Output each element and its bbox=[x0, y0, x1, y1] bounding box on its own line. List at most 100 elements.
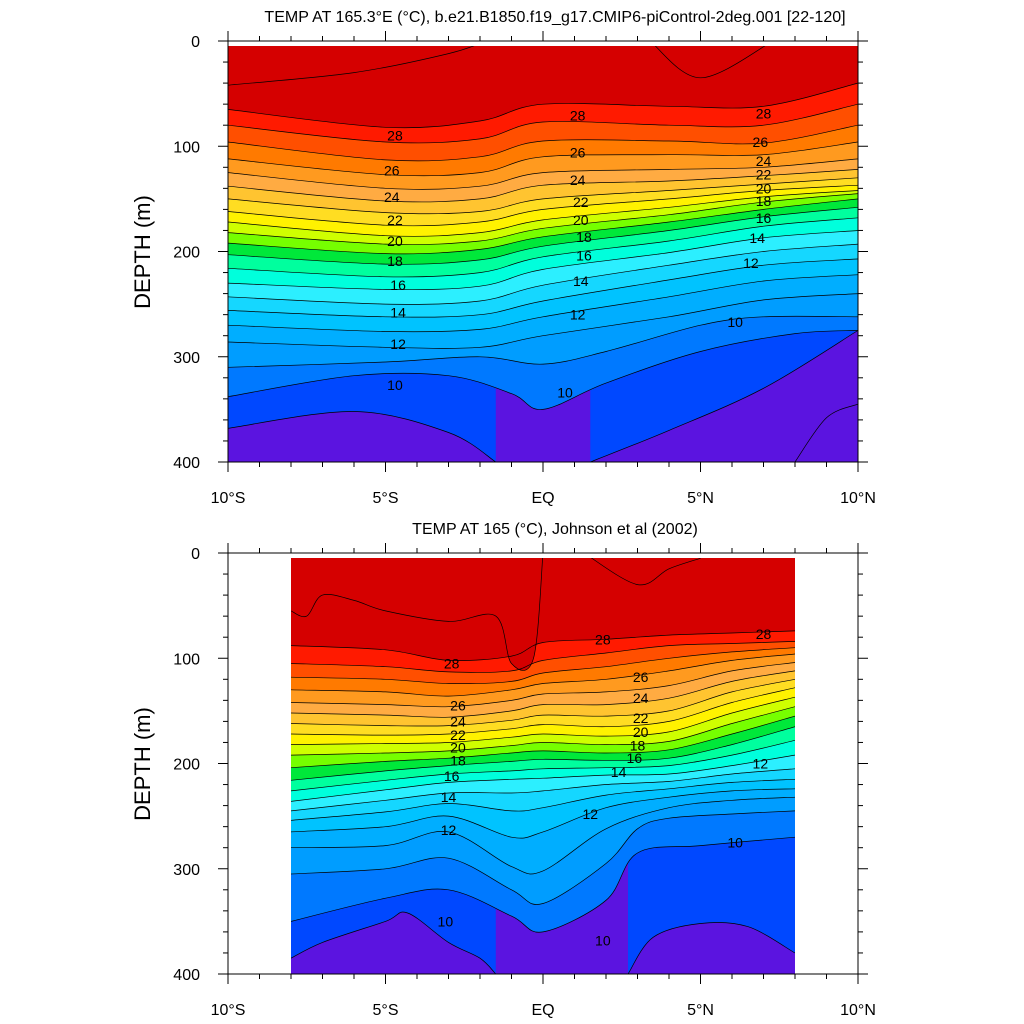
contour-label: 14 bbox=[573, 273, 589, 289]
isotherm-10 bbox=[291, 836, 795, 933]
contour-label: 12 bbox=[753, 756, 769, 772]
chart-title: TEMP AT 165 (°C), Johnson et al (2002) bbox=[412, 521, 698, 538]
x-tick-label: 5°N bbox=[687, 490, 714, 507]
contour-label: 26 bbox=[633, 669, 649, 685]
contour-label: 10 bbox=[727, 834, 743, 850]
isotherm-11 bbox=[291, 810, 795, 905]
isotherm-30 bbox=[228, 46, 475, 86]
isotherm-9 bbox=[291, 911, 497, 974]
contour-label: 10 bbox=[595, 932, 611, 948]
isotherm-12 bbox=[228, 293, 858, 349]
fill-above-30 bbox=[655, 46, 765, 78]
model-temperature-section: 2826242220181614121028262422201816141210… bbox=[130, 9, 876, 507]
contour-label: 24 bbox=[756, 153, 772, 169]
isotherm-30 bbox=[590, 558, 701, 586]
contour-label: 14 bbox=[441, 789, 457, 805]
isotherm-16 bbox=[228, 230, 858, 290]
isotherm-22 bbox=[228, 184, 858, 227]
contour-label: 14 bbox=[749, 230, 765, 246]
contour-label: 18 bbox=[756, 193, 772, 209]
y-tick-label: 100 bbox=[173, 139, 200, 156]
contour-label: 22 bbox=[387, 212, 403, 228]
contour-label: 24 bbox=[384, 189, 400, 205]
contour-label: 12 bbox=[743, 255, 759, 271]
contour-label: 28 bbox=[756, 106, 772, 122]
isotherm-14 bbox=[228, 258, 858, 318]
isotherm-19 bbox=[291, 715, 795, 769]
isotherm-15 bbox=[291, 768, 795, 812]
y-tick-label: 400 bbox=[173, 967, 200, 984]
contour-label: 14 bbox=[390, 305, 406, 321]
contour-label: 28 bbox=[570, 108, 586, 124]
contour-label: 18 bbox=[576, 229, 592, 245]
isotherm-13 bbox=[291, 788, 795, 839]
contour-label: 28 bbox=[387, 128, 403, 144]
y-tick-label: 100 bbox=[173, 651, 200, 668]
contour-label: 26 bbox=[753, 134, 769, 150]
chart-title: TEMP AT 165.3°E (°C), b.e21.B1850.f19_g1… bbox=[264, 9, 845, 26]
contour-label: 20 bbox=[387, 233, 403, 249]
y-tick-label: 300 bbox=[173, 862, 200, 879]
observed-temperature-section: 2826242220181614121028262422201816141210… bbox=[130, 521, 876, 1019]
contour-label: 20 bbox=[756, 180, 772, 196]
isotherm-29 bbox=[228, 82, 858, 129]
contour-label: 24 bbox=[633, 690, 649, 706]
isotherm-28 bbox=[228, 103, 858, 144]
contour-label: 10 bbox=[387, 377, 403, 393]
isotherm-25 bbox=[228, 158, 858, 190]
isotherm-22 bbox=[291, 687, 795, 736]
contour-label: 10 bbox=[727, 314, 743, 330]
isotherm-13 bbox=[228, 274, 858, 333]
isotherm-20 bbox=[228, 193, 858, 245]
contour-label: 22 bbox=[756, 167, 772, 183]
isotherm-10 bbox=[228, 330, 858, 410]
isotherm-11 bbox=[228, 315, 858, 368]
isotherm-14 bbox=[291, 778, 795, 821]
contour-label: 20 bbox=[573, 212, 589, 228]
contour-label: 26 bbox=[450, 698, 466, 714]
contour-label: 24 bbox=[450, 713, 466, 729]
x-tick-label: EQ bbox=[531, 490, 554, 507]
isotherm-26 bbox=[291, 653, 795, 697]
isotherm-9 bbox=[627, 922, 795, 974]
fill-above-30 bbox=[228, 46, 474, 86]
contour-label: 26 bbox=[384, 162, 400, 178]
x-tick-label: 10°N bbox=[840, 1002, 876, 1019]
contour-label: 28 bbox=[595, 631, 611, 647]
contour-label: 16 bbox=[756, 210, 772, 226]
isotherm-21 bbox=[291, 696, 795, 745]
x-tick-label: 5°S bbox=[373, 490, 399, 507]
isotherm-17 bbox=[228, 217, 858, 278]
contour-label: 16 bbox=[390, 277, 406, 293]
y-tick-label: 200 bbox=[173, 757, 200, 774]
isotherm-28 bbox=[291, 641, 795, 673]
contour-label: 28 bbox=[444, 656, 460, 672]
y-tick-label: 200 bbox=[173, 245, 200, 262]
isotherm-24 bbox=[291, 670, 795, 718]
contour-field bbox=[228, 46, 858, 462]
contour-label: 12 bbox=[582, 806, 598, 822]
contour-label: 28 bbox=[756, 626, 772, 642]
y-tick-label: 300 bbox=[173, 350, 200, 367]
isotherm-25 bbox=[291, 662, 795, 708]
isotherm-20 bbox=[291, 706, 795, 756]
contour-label: 22 bbox=[633, 710, 649, 726]
y-axis-label: DEPTH (m) bbox=[130, 707, 155, 821]
isotherm-26 bbox=[228, 141, 858, 177]
contour-label: 20 bbox=[450, 740, 466, 756]
contour-label: 18 bbox=[387, 253, 403, 269]
contour-label: 16 bbox=[627, 750, 643, 766]
x-tick-label: 5°N bbox=[687, 1002, 714, 1019]
y-tick-label: 400 bbox=[173, 455, 200, 472]
isotherm-27 bbox=[228, 124, 858, 162]
contour-field bbox=[291, 558, 795, 974]
contour-label: 16 bbox=[576, 248, 592, 264]
isotherm-18 bbox=[228, 206, 858, 265]
contour-label: 24 bbox=[570, 172, 586, 188]
contour-label: 16 bbox=[444, 768, 460, 784]
isotherm-23 bbox=[291, 678, 795, 727]
isotherm-18 bbox=[291, 726, 795, 781]
isotherm-9 bbox=[590, 330, 858, 462]
x-tick-label: 5°S bbox=[373, 1002, 399, 1019]
